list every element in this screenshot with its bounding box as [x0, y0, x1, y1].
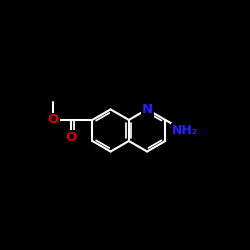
Text: O: O: [66, 131, 77, 144]
Text: NH₂: NH₂: [172, 124, 198, 137]
Text: O: O: [48, 114, 59, 126]
Text: N: N: [142, 103, 153, 116]
